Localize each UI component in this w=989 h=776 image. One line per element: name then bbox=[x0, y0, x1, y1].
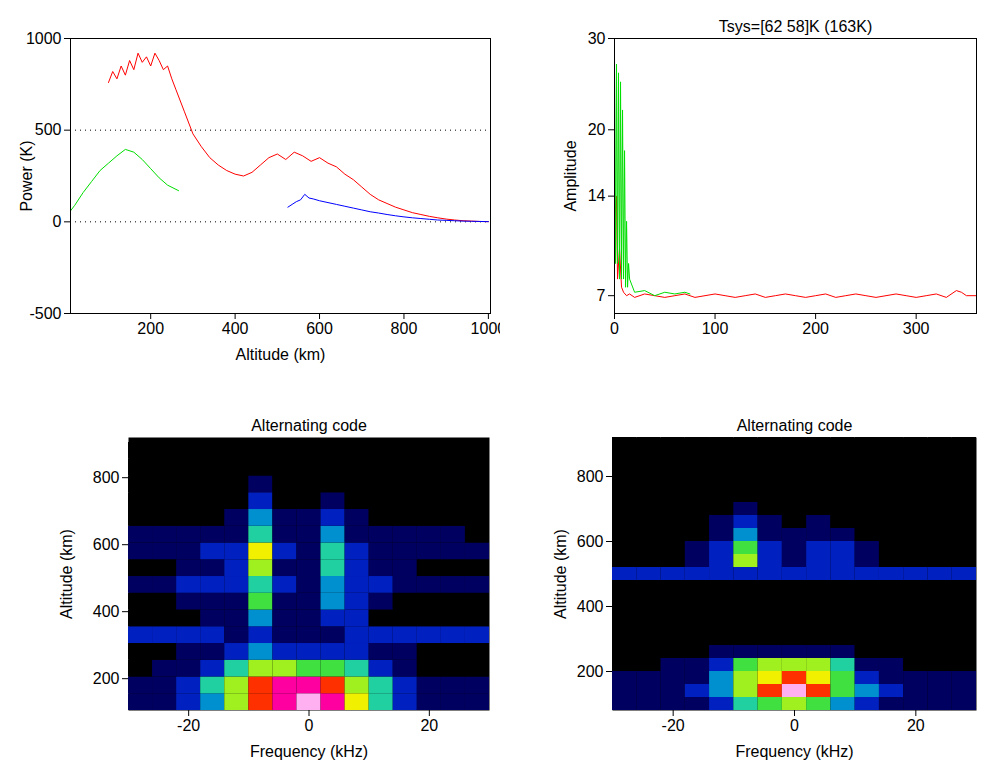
svg-text:600: 600 bbox=[93, 536, 120, 553]
svg-text:30: 30 bbox=[588, 30, 606, 47]
svg-text:800: 800 bbox=[93, 469, 120, 486]
svg-text:Altitude (km): Altitude (km) bbox=[236, 346, 326, 363]
svg-text:200: 200 bbox=[137, 320, 164, 337]
svg-text:Frequency (kHz): Frequency (kHz) bbox=[735, 743, 853, 760]
svg-text:Tsys=[62 58]K (163K): Tsys=[62 58]K (163K) bbox=[719, 18, 872, 35]
svg-text:0: 0 bbox=[53, 213, 62, 230]
svg-text:800: 800 bbox=[577, 468, 604, 485]
svg-text:400: 400 bbox=[577, 598, 604, 615]
svg-text:400: 400 bbox=[222, 320, 249, 337]
svg-text:Frequency (kHz): Frequency (kHz) bbox=[250, 743, 368, 760]
svg-text:600: 600 bbox=[577, 533, 604, 550]
svg-text:Altitude (km): Altitude (km) bbox=[552, 529, 569, 619]
svg-text:Amplitude: Amplitude bbox=[562, 140, 579, 211]
svg-text:200: 200 bbox=[577, 663, 604, 680]
svg-text:20: 20 bbox=[420, 717, 438, 734]
svg-text:Alternating code: Alternating code bbox=[251, 417, 367, 434]
svg-text:300: 300 bbox=[903, 320, 930, 337]
svg-text:Altitude (km): Altitude (km) bbox=[58, 529, 75, 619]
svg-text:-20: -20 bbox=[177, 717, 200, 734]
svg-text:1000: 1000 bbox=[26, 30, 62, 47]
svg-text:800: 800 bbox=[391, 320, 418, 337]
svg-text:600: 600 bbox=[306, 320, 333, 337]
svg-text:200: 200 bbox=[802, 320, 829, 337]
svg-text:100: 100 bbox=[702, 320, 729, 337]
svg-text:400: 400 bbox=[93, 603, 120, 620]
svg-text:-20: -20 bbox=[662, 717, 685, 734]
svg-text:500: 500 bbox=[35, 121, 62, 138]
svg-text:7: 7 bbox=[597, 287, 606, 304]
svg-text:1000: 1000 bbox=[470, 319, 507, 337]
svg-text:Power (K): Power (K) bbox=[18, 140, 35, 211]
svg-text:20: 20 bbox=[588, 121, 606, 138]
svg-text:20: 20 bbox=[907, 717, 925, 734]
svg-text:Alternating code: Alternating code bbox=[737, 417, 853, 434]
svg-text:0: 0 bbox=[610, 320, 619, 337]
svg-text:0: 0 bbox=[305, 717, 314, 734]
svg-text:-500: -500 bbox=[29, 305, 61, 322]
svg-text:14: 14 bbox=[588, 187, 606, 204]
svg-text:200: 200 bbox=[93, 670, 120, 687]
svg-text:0: 0 bbox=[790, 717, 799, 734]
